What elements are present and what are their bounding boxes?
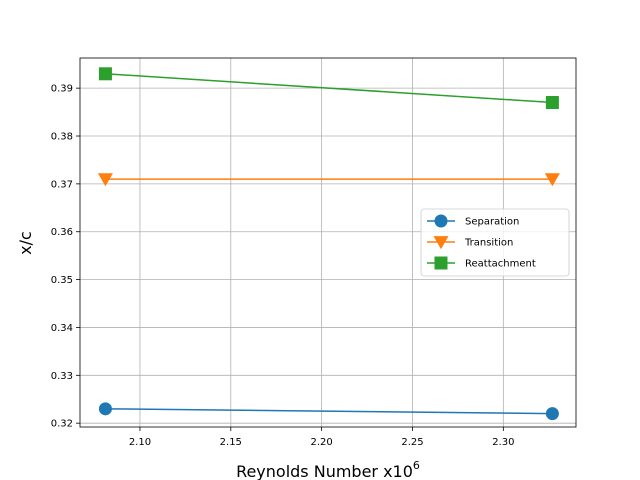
legend-entries: Separation Transition Reattachment [427,214,536,270]
x-tick-label: 2.15 [220,437,242,448]
series-separation [98,402,559,421]
transition-point [544,173,560,187]
legend-item-separation: Separation [427,214,519,228]
x-axis-label-superscript: 6 [413,459,420,472]
legend-label-separation: Separation [465,217,519,228]
legend-item-transition: Transition [427,236,513,250]
y-tick-label: 0.34 [51,323,73,334]
y-tick-label: 0.33 [51,371,73,382]
reattachment-point [98,67,112,81]
x-tick-label: 2.20 [311,437,333,448]
legend: Separation Transition Reattachment [420,208,570,277]
separation-point [98,402,112,416]
plot-frame [79,57,577,428]
x-tick-label: 2.30 [492,437,514,448]
plot-series [97,67,560,421]
y-tick-label: 0.32 [51,419,73,430]
reattachment-point [545,96,559,110]
legend-marker-transition [433,236,449,250]
legend-marker-reattachment [434,256,448,270]
x-axis-label: Reynolds Number x106 [236,459,420,480]
y-tick-label: 0.38 [51,132,73,143]
legend-marker-separation [434,214,448,228]
x-tick-label: 2.10 [129,437,151,448]
axis-ticks: 2.10 2.15 2.20 2.25 2.30 0.32 0.33 0.34 0.35 0.36… [51,84,515,448]
y-tick-label: 0.36 [51,227,73,238]
y-axis-label: x/c [16,231,35,255]
legend-box [420,208,570,277]
reattachment-line [105,73,553,104]
legend-label-reattachment: Reattachment [465,259,536,270]
series-transition [97,173,560,187]
series-reattachment [98,67,559,110]
separation-point [545,407,559,421]
transition-point [97,173,113,187]
separation-line [105,408,553,415]
legend-label-transition: Transition [464,238,513,249]
y-tick-label: 0.35 [51,275,73,286]
legend-item-reattachment: Reattachment [427,256,536,270]
y-tick-label: 0.37 [51,179,73,190]
x-tick-label: 2.25 [401,437,423,448]
y-tick-label: 0.39 [51,84,73,95]
